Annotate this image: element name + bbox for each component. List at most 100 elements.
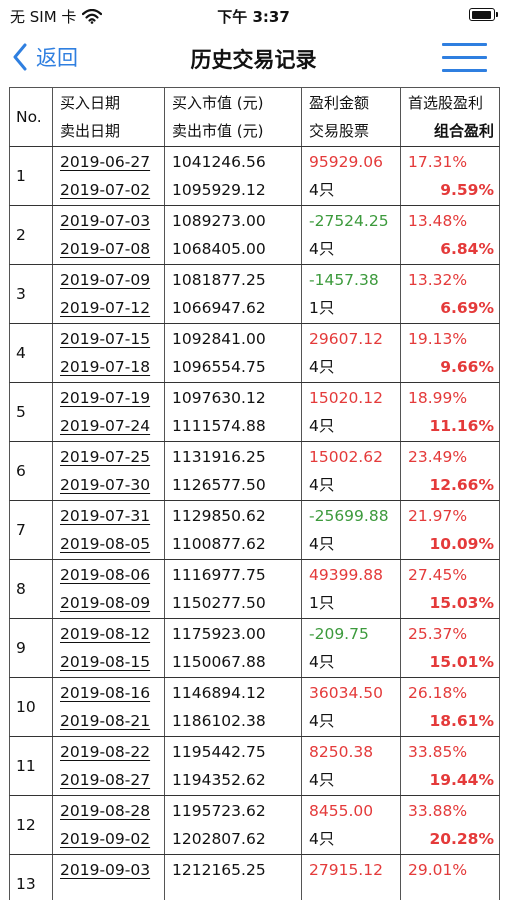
table-row[interactable]: 8 2019-08-06 2019-08-09 1116977.75 1150277.5… <box>9 560 500 619</box>
sell-date-link[interactable]: 2019-08-09 <box>60 594 151 612</box>
row-date-cell: 2019-06-27 2019-07-02 <box>52 147 164 205</box>
row-profit-cell: 8455.00 4只 <box>301 796 400 854</box>
row-number: 7 <box>16 521 26 539</box>
row-number: 2 <box>16 226 26 244</box>
row-rate-cell: 13.48% 6.84% <box>400 206 500 264</box>
table-row[interactable]: 12 2019-08-28 2019-09-02 1195723.62 1202807.… <box>9 796 500 855</box>
sell-date-link[interactable]: 2019-07-02 <box>60 181 151 199</box>
stock-count: 4只 <box>309 417 335 435</box>
stock-count <box>309 885 396 900</box>
first-stock-profit: 23.49% <box>408 448 468 466</box>
sell-value <box>172 885 297 900</box>
row-no-cell: 6 <box>10 442 52 500</box>
row-value-cell: 1131916.25 1126577.50 <box>164 442 301 500</box>
table-row[interactable]: 2 2019-07-03 2019-07-08 1089273.00 1068405.0… <box>9 206 500 265</box>
profit-amount: 15002.62 <box>309 448 383 466</box>
row-no-cell: 11 <box>10 737 52 795</box>
table-row[interactable]: 6 2019-07-25 2019-07-30 1131916.25 1126577.5… <box>9 442 500 501</box>
combo-profit: 20.28% <box>429 830 494 848</box>
header-no-cell: No. <box>10 88 52 146</box>
table-row[interactable]: 1 2019-06-27 2019-07-02 1041246.56 1095929.1… <box>9 147 500 206</box>
row-number: 10 <box>16 698 36 716</box>
sell-date-link[interactable]: 2019-07-30 <box>60 476 151 494</box>
buy-date-link[interactable]: 2019-08-28 <box>60 802 151 820</box>
row-rate-cell: 17.31% 9.59% <box>400 147 500 205</box>
row-number: 1 <box>16 167 26 185</box>
table-row[interactable]: 13 2019-09-03 1212165.25 27915.12 29.01% <box>9 855 500 900</box>
buy-value: 1129850.62 <box>172 507 266 525</box>
row-value-cell: 1146894.12 1186102.38 <box>164 678 301 736</box>
buy-date-link[interactable]: 2019-07-31 <box>60 507 151 525</box>
profit-amount: -1457.38 <box>309 271 379 289</box>
first-stock-profit: 13.32% <box>408 271 468 289</box>
profit-amount: 49399.88 <box>309 566 383 584</box>
row-profit-cell: 49399.88 1只 <box>301 560 400 618</box>
stock-count: 4只 <box>309 653 335 671</box>
table-row[interactable]: 4 2019-07-15 2019-07-18 1092841.00 1096554.7… <box>9 324 500 383</box>
buy-value: 1131916.25 <box>172 448 266 466</box>
sell-date-link[interactable]: 2019-07-18 <box>60 358 151 376</box>
combo-profit: 6.84% <box>440 240 494 258</box>
table-row[interactable]: 10 2019-08-16 2019-08-21 1146894.12 1186102.… <box>9 678 500 737</box>
sell-value: 1150277.50 <box>172 594 266 612</box>
row-no-cell: 12 <box>10 796 52 854</box>
stock-count: 4只 <box>309 830 335 848</box>
row-date-cell: 2019-07-25 2019-07-30 <box>52 442 164 500</box>
stock-count: 1只 <box>309 299 335 317</box>
buy-date-link[interactable]: 2019-08-22 <box>60 743 151 761</box>
buy-date-link[interactable]: 2019-07-03 <box>60 212 151 230</box>
row-rate-cell: 18.99% 11.16% <box>400 383 500 441</box>
buy-date-link[interactable]: 2019-06-27 <box>60 153 151 171</box>
table-row[interactable]: 3 2019-07-09 2019-07-12 1081877.25 1066947.6… <box>9 265 500 324</box>
combo-profit: 15.01% <box>429 653 494 671</box>
stock-count: 4只 <box>309 476 335 494</box>
buy-value: 1041246.56 <box>172 153 266 171</box>
sell-date-link[interactable]: 2019-07-08 <box>60 240 151 258</box>
table-row[interactable]: 9 2019-08-12 2019-08-15 1175923.00 1150067.8… <box>9 619 500 678</box>
table-row[interactable]: 7 2019-07-31 2019-08-05 1129850.62 1100877.6… <box>9 501 500 560</box>
stock-count: 4只 <box>309 712 335 730</box>
sell-date-link[interactable]: 2019-08-15 <box>60 653 151 671</box>
row-profit-cell: 36034.50 4只 <box>301 678 400 736</box>
buy-date-link[interactable]: 2019-08-12 <box>60 625 151 643</box>
buy-date-link[interactable]: 2019-07-19 <box>60 389 151 407</box>
buy-date-link[interactable]: 2019-07-25 <box>60 448 151 466</box>
row-rate-cell: 23.49% 12.66% <box>400 442 500 500</box>
row-date-cell: 2019-08-28 2019-09-02 <box>52 796 164 854</box>
header-sell-date: 卖出日期 <box>60 122 121 140</box>
wifi-icon <box>82 9 103 24</box>
status-time: 下午 3:37 <box>217 8 290 26</box>
sell-date-link[interactable]: 2019-07-12 <box>60 299 151 317</box>
hamburger-menu-icon[interactable] <box>442 41 487 73</box>
back-button[interactable]: 返回 <box>12 42 78 72</box>
row-no-cell: 7 <box>10 501 52 559</box>
table-row[interactable]: 5 2019-07-19 2019-07-24 1097630.12 1111574.8… <box>9 383 500 442</box>
buy-date-link[interactable]: 2019-08-16 <box>60 684 151 702</box>
sell-date-link[interactable]: 2019-07-24 <box>60 417 151 435</box>
sell-date-link[interactable]: 2019-08-05 <box>60 535 151 553</box>
table-row[interactable]: 11 2019-08-22 2019-08-27 1195442.75 1194352.… <box>9 737 500 796</box>
row-number: 4 <box>16 344 26 362</box>
trade-history-table: No. 买入日期 卖出日期 买入市值 (元) 卖出市值 (元) 盈利金额 交易股… <box>9 87 500 900</box>
combo-profit: 9.66% <box>440 358 494 376</box>
row-value-cell: 1212165.25 <box>164 855 301 900</box>
sell-value: 1068405.00 <box>172 240 266 258</box>
buy-date-link[interactable]: 2019-09-03 <box>60 861 151 879</box>
row-rate-cell: 13.32% 6.69% <box>400 265 500 323</box>
sell-date-link[interactable]: 2019-08-27 <box>60 771 151 789</box>
row-value-cell: 1116977.75 1150277.50 <box>164 560 301 618</box>
first-stock-profit: 21.97% <box>408 507 468 525</box>
buy-date-link[interactable]: 2019-08-06 <box>60 566 151 584</box>
header-profit: 盈利金额 <box>309 94 370 112</box>
row-date-cell: 2019-08-06 2019-08-09 <box>52 560 164 618</box>
sell-date-link[interactable]: 2019-09-02 <box>60 830 151 848</box>
row-rate-cell: 25.37% 15.01% <box>400 619 500 677</box>
sell-date-link[interactable]: 2019-08-21 <box>60 712 151 730</box>
first-stock-profit: 18.99% <box>408 389 468 407</box>
buy-date-link[interactable]: 2019-07-09 <box>60 271 151 289</box>
buy-date-link[interactable]: 2019-07-15 <box>60 330 151 348</box>
header-no: No. <box>16 108 42 126</box>
first-stock-profit: 29.01% <box>408 861 468 879</box>
first-stock-profit: 27.45% <box>408 566 468 584</box>
combo-profit: 12.66% <box>429 476 494 494</box>
